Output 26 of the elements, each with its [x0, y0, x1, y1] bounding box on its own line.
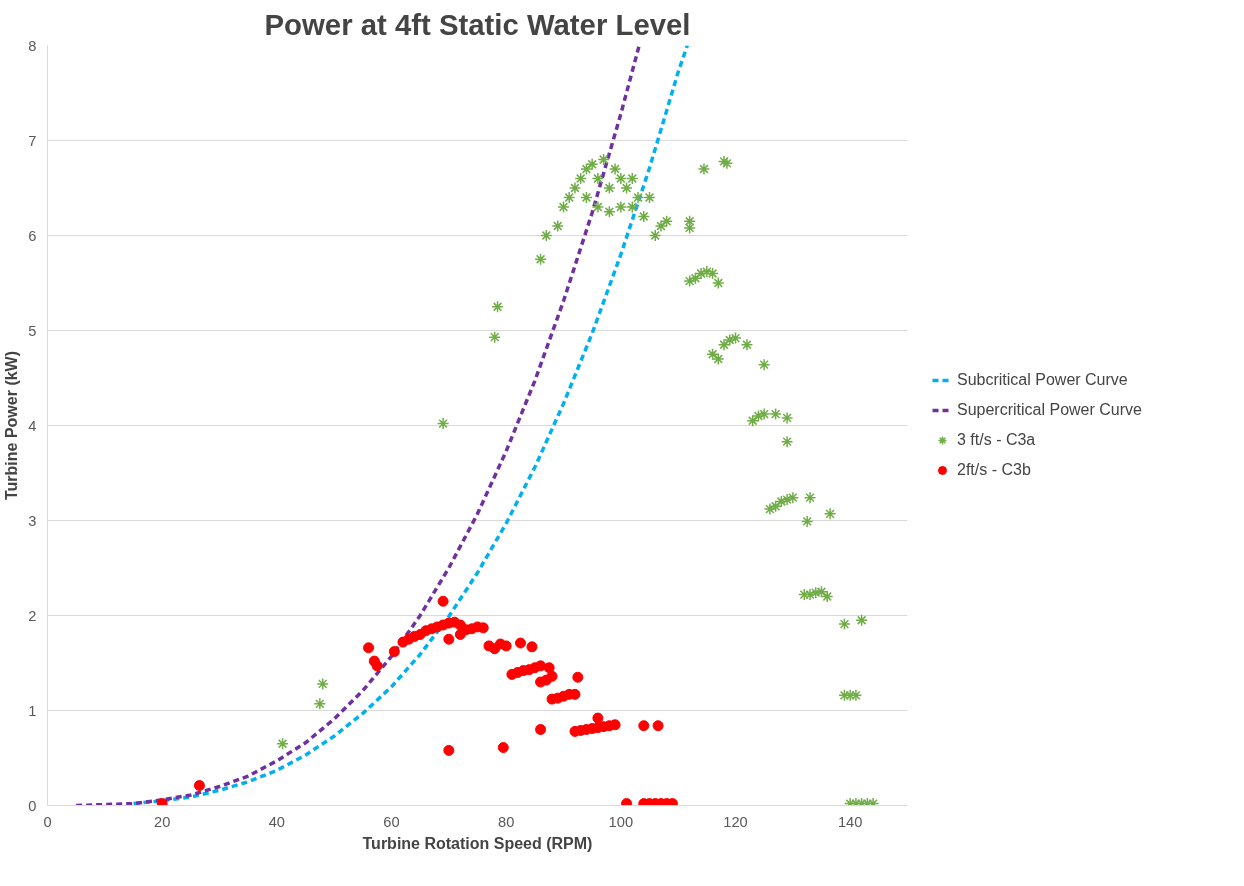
- y-tick-label: 4: [28, 417, 37, 434]
- y-tick-label: 2: [28, 607, 37, 624]
- legend-label: 3 ft/s - C3a: [957, 431, 1036, 449]
- legend-label: 2ft/s - C3b: [957, 461, 1031, 479]
- legend-label: Subcritical Power Curve: [957, 371, 1128, 389]
- y-tick-label: 6: [28, 227, 37, 244]
- x-tick-label: 120: [723, 813, 748, 830]
- y-tick-label: 7: [28, 132, 37, 149]
- y-tick-label: 8: [28, 37, 37, 54]
- line-series: [74, 45, 641, 806]
- x-tick-label: 40: [268, 813, 285, 830]
- y-tick-label: 1: [28, 702, 37, 719]
- y-tick-label: 5: [28, 322, 37, 339]
- x-tick-label: 20: [154, 813, 171, 830]
- y-tick-label: 0: [28, 797, 37, 814]
- legend-label: Supercritical Power Curve: [957, 401, 1142, 419]
- x-tick-label: 60: [383, 813, 400, 830]
- chart-title: Power at 4ft Static Water Level: [264, 7, 691, 41]
- y-axis-title: Turbine Power (kW): [3, 350, 21, 501]
- x-tick-label: 100: [608, 813, 634, 830]
- x-tick-label: 80: [498, 813, 515, 830]
- y-tick-label: 3: [28, 512, 37, 529]
- x-axis-title: Turbine Rotation Speed (RPM): [362, 834, 593, 852]
- x-tick-label: 0: [43, 813, 52, 830]
- line-series: [131, 45, 690, 806]
- x-tick-label: 140: [837, 813, 863, 830]
